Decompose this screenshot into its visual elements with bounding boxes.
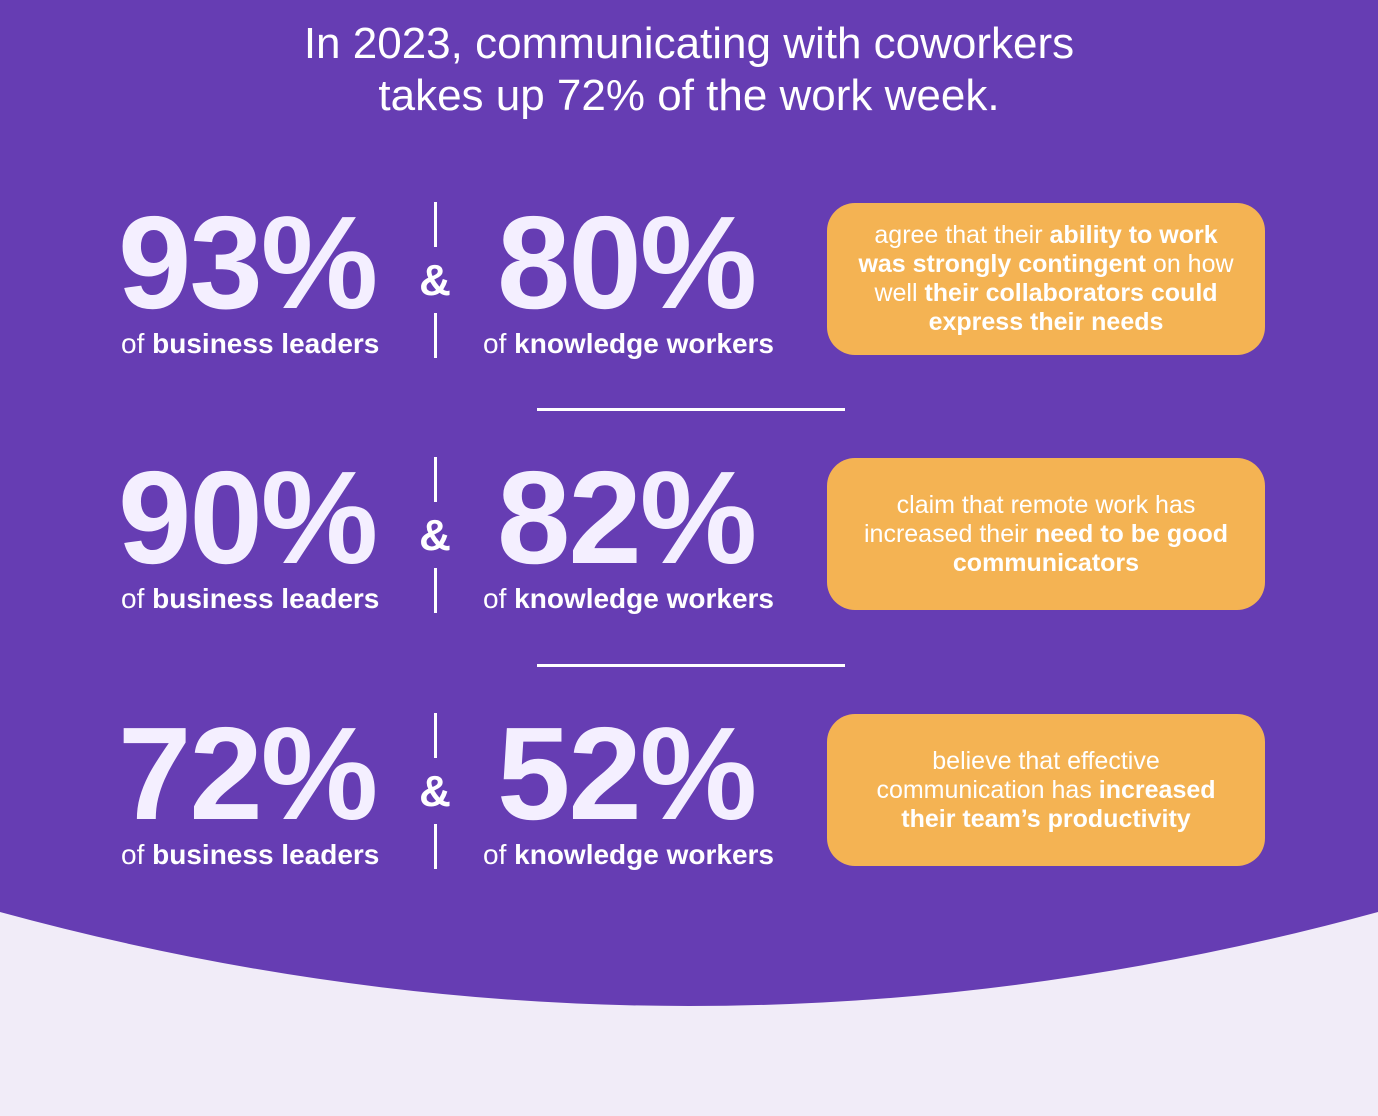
callout-box: believe that effective communication has…	[827, 714, 1265, 866]
divider-line-top	[434, 713, 437, 758]
leaders-caption: of business leaders	[121, 838, 379, 872]
divider-line-bottom	[434, 824, 437, 869]
ampersand: &	[419, 511, 451, 560]
stats-panel: In 2023, communicating with coworkers ta…	[0, 0, 1378, 1006]
workers-percent: 82%	[497, 444, 757, 591]
row-divider-1	[537, 408, 845, 411]
callout-run: on how well	[874, 250, 1234, 307]
workers-label: knowledge workers	[514, 583, 775, 614]
leaders-percent: 90%	[118, 444, 378, 591]
headline: In 2023, communicating with coworkers ta…	[0, 18, 1378, 122]
workers-caption: of knowledge workers	[483, 582, 774, 616]
workers-prefix: of	[483, 583, 515, 614]
stat-row-3: 72% of business leaders & 52% of knowled…	[0, 706, 1378, 886]
leaders-caption: of business leaders	[121, 327, 379, 361]
divider-line-bottom	[434, 568, 437, 613]
callout-box: agree that their ability to work was str…	[827, 203, 1265, 355]
row-divider-2	[537, 664, 845, 667]
workers-percent: 80%	[497, 189, 757, 336]
workers-caption: of knowledge workers	[483, 327, 774, 361]
leaders-label: business leaders	[152, 328, 380, 359]
leaders-caption: of business leaders	[121, 582, 379, 616]
callout-run: ability to work was strongly contingent	[858, 221, 1218, 278]
callout-text: claim that remote work has increased the…	[851, 491, 1241, 578]
callout-run: increased their team’s productivity	[901, 775, 1216, 833]
headline-line-2: takes up 72% of the work week.	[378, 71, 1000, 120]
ampersand: &	[419, 767, 451, 816]
divider-line-top	[434, 457, 437, 502]
stat-row-2: 90% of business leaders & 82% of knowled…	[0, 450, 1378, 630]
leaders-label: business leaders	[152, 583, 380, 614]
callout-run: agree that their	[874, 221, 1050, 249]
callout-run: believe that effective communication has	[876, 746, 1160, 804]
callout-box: claim that remote work has increased the…	[827, 458, 1265, 610]
leaders-label: business leaders	[152, 839, 380, 870]
workers-label: knowledge workers	[514, 839, 775, 870]
ampersand: &	[419, 256, 451, 305]
leaders-percent: 72%	[118, 700, 378, 847]
leaders-percent: 93%	[118, 189, 378, 336]
callout-run: their collaborators could express their …	[924, 279, 1218, 336]
divider-line-top	[434, 202, 437, 247]
workers-prefix: of	[483, 328, 515, 359]
callout-text: believe that effective communication has…	[851, 747, 1241, 834]
callout-text: agree that their ability to work was str…	[851, 221, 1241, 337]
stat-row-1: 93% of business leaders & 80% of knowled…	[0, 195, 1378, 375]
workers-caption: of knowledge workers	[483, 838, 774, 872]
callout-run: claim that remote work has increased the…	[864, 490, 1196, 548]
callout-run: need to be good communicators	[952, 519, 1228, 577]
headline-line-1: In 2023, communicating with coworkers	[303, 19, 1075, 68]
divider-line-bottom	[434, 313, 437, 358]
workers-prefix: of	[483, 839, 515, 870]
leaders-prefix: of	[121, 583, 153, 614]
leaders-prefix: of	[121, 839, 153, 870]
workers-label: knowledge workers	[514, 328, 775, 359]
leaders-prefix: of	[121, 328, 153, 359]
workers-percent: 52%	[497, 700, 757, 847]
